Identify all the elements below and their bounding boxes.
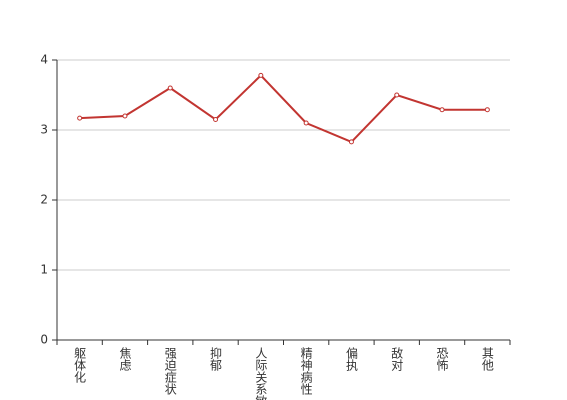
x-tick-label: 敌对 [390,346,404,371]
x-tick-label: 焦虑 [118,347,132,371]
y-tick-label: 3 [40,123,48,137]
point [167,85,173,91]
x-tick-label: 恐怖 [435,347,449,371]
x-tick-label: 偏执 [344,346,358,372]
point [122,113,128,119]
y-tick-label: 0 [40,333,48,347]
y-tick-label: 4 [40,53,48,67]
point [213,117,219,122]
y-tick-label: 1 [40,263,48,277]
x-tick-label: 抑郁 [209,346,223,372]
x-tick-label: 强迫症状 [163,347,177,395]
point [439,107,445,113]
x-tick-label: 躯体化 [73,346,87,384]
point [77,115,83,121]
line [79,73,488,144]
y-tick-label: 2 [40,193,48,207]
point [303,120,309,126]
x-tick-label: 其他 [480,347,494,371]
point [484,107,490,113]
point [394,92,400,98]
x-tick-label: 精神病性 [299,347,313,396]
x-tick-label: 人际关系敏感 [254,347,268,400]
point [258,72,264,78]
point [348,139,354,145]
